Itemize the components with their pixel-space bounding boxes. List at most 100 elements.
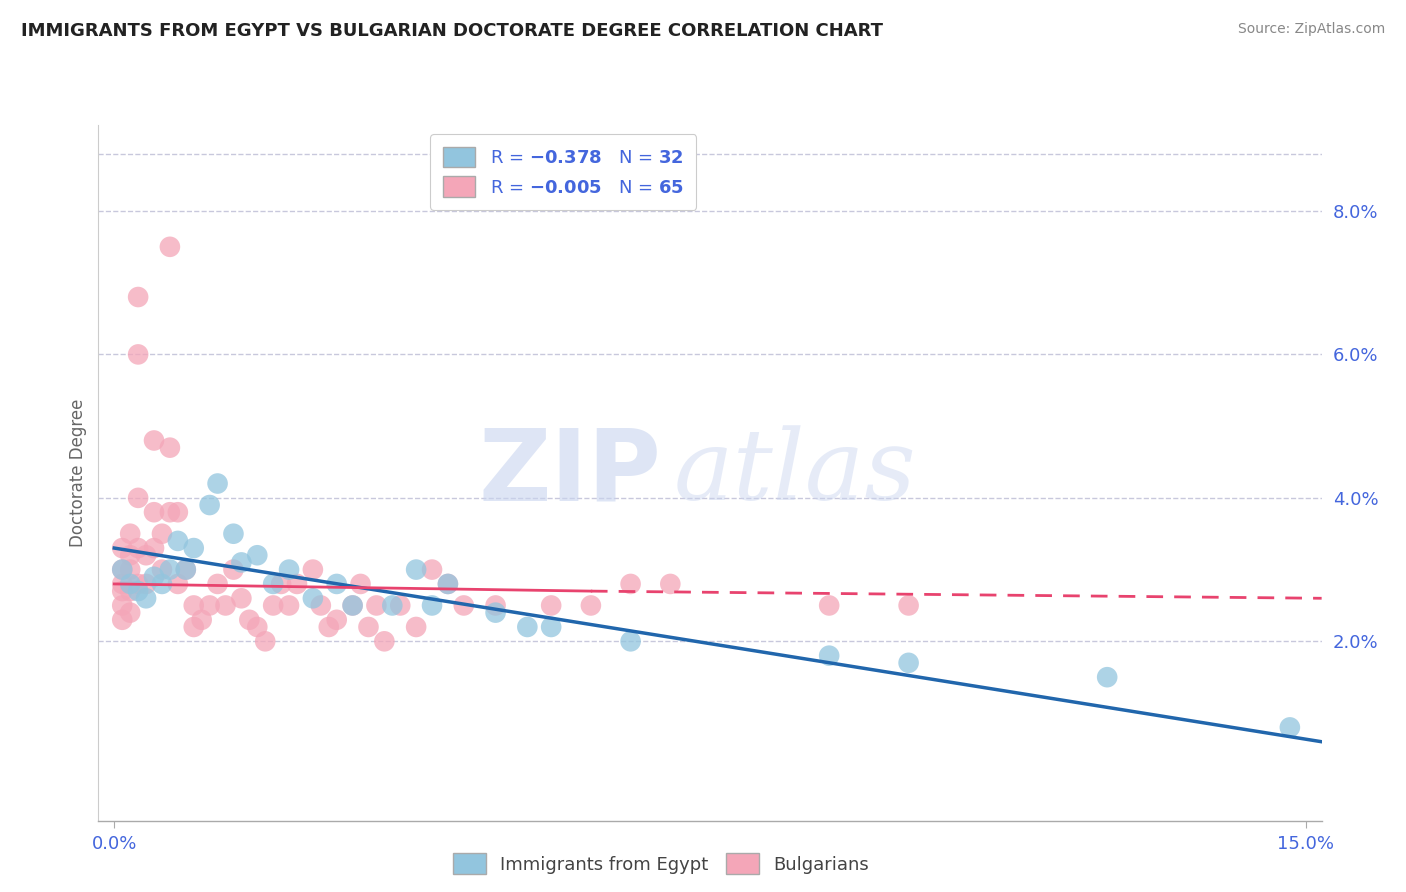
- Point: [405, 620, 427, 634]
- Text: Source: ZipAtlas.com: Source: ZipAtlas.com: [1237, 22, 1385, 37]
- Point: [325, 613, 347, 627]
- Point: [897, 599, 920, 613]
- Point: [342, 599, 364, 613]
- Point: [620, 634, 643, 648]
- Point: [143, 434, 166, 448]
- Point: [135, 577, 157, 591]
- Point: [238, 613, 260, 627]
- Point: [357, 620, 380, 634]
- Point: [127, 290, 149, 304]
- Point: [231, 556, 253, 570]
- Point: [183, 599, 205, 613]
- Point: [349, 577, 371, 591]
- Text: IMMIGRANTS FROM EGYPT VS BULGARIAN DOCTORATE DEGREE CORRELATION CHART: IMMIGRANTS FROM EGYPT VS BULGARIAN DOCTO…: [21, 22, 883, 40]
- Point: [818, 599, 841, 613]
- Point: [120, 584, 142, 599]
- Point: [318, 620, 340, 634]
- Point: [1095, 670, 1118, 684]
- Point: [270, 577, 292, 591]
- Point: [159, 563, 181, 577]
- Point: [111, 613, 134, 627]
- Point: [166, 577, 188, 591]
- Point: [166, 505, 188, 519]
- Point: [120, 606, 142, 620]
- Legend: Immigrants from Egypt, Bulgarians: Immigrants from Egypt, Bulgarians: [446, 846, 876, 881]
- Y-axis label: Doctorate Degree: Doctorate Degree: [69, 399, 87, 547]
- Point: [254, 634, 277, 648]
- Point: [183, 620, 205, 634]
- Point: [120, 563, 142, 577]
- Point: [111, 541, 134, 555]
- Point: [183, 541, 205, 555]
- Point: [381, 599, 404, 613]
- Text: ZIP: ZIP: [478, 425, 661, 521]
- Point: [540, 620, 562, 634]
- Point: [150, 563, 173, 577]
- Point: [120, 526, 142, 541]
- Point: [231, 591, 253, 606]
- Point: [302, 563, 325, 577]
- Point: [174, 563, 197, 577]
- Point: [437, 577, 460, 591]
- Point: [420, 599, 443, 613]
- Point: [207, 577, 229, 591]
- Point: [127, 491, 149, 505]
- Point: [579, 599, 602, 613]
- Point: [120, 577, 142, 591]
- Point: [111, 584, 134, 599]
- Point: [484, 599, 506, 613]
- Point: [405, 563, 427, 577]
- Point: [111, 563, 134, 577]
- Point: [246, 548, 269, 562]
- Point: [143, 570, 166, 584]
- Point: [389, 599, 412, 613]
- Point: [111, 599, 134, 613]
- Point: [127, 577, 149, 591]
- Point: [437, 577, 460, 591]
- Point: [150, 577, 173, 591]
- Point: [366, 599, 388, 613]
- Point: [166, 533, 188, 548]
- Point: [484, 606, 506, 620]
- Point: [159, 505, 181, 519]
- Point: [159, 240, 181, 254]
- Point: [302, 591, 325, 606]
- Point: [262, 599, 284, 613]
- Point: [214, 599, 236, 613]
- Point: [198, 498, 221, 512]
- Point: [246, 620, 269, 634]
- Point: [143, 541, 166, 555]
- Point: [278, 563, 301, 577]
- Point: [135, 548, 157, 562]
- Point: [127, 584, 149, 599]
- Point: [818, 648, 841, 663]
- Point: [143, 505, 166, 519]
- Point: [420, 563, 443, 577]
- Point: [222, 526, 245, 541]
- Point: [135, 591, 157, 606]
- Point: [127, 347, 149, 361]
- Point: [174, 563, 197, 577]
- Point: [120, 548, 142, 562]
- Point: [150, 526, 173, 541]
- Point: [309, 599, 332, 613]
- Point: [540, 599, 562, 613]
- Point: [262, 577, 284, 591]
- Point: [190, 613, 212, 627]
- Point: [453, 599, 475, 613]
- Point: [222, 563, 245, 577]
- Point: [659, 577, 682, 591]
- Point: [620, 577, 643, 591]
- Point: [373, 634, 395, 648]
- Point: [198, 599, 221, 613]
- Point: [897, 656, 920, 670]
- Point: [159, 441, 181, 455]
- Text: atlas: atlas: [673, 425, 917, 520]
- Point: [285, 577, 308, 591]
- Point: [325, 577, 347, 591]
- Point: [516, 620, 538, 634]
- Point: [111, 577, 134, 591]
- Point: [278, 599, 301, 613]
- Point: [127, 541, 149, 555]
- Point: [1278, 720, 1301, 734]
